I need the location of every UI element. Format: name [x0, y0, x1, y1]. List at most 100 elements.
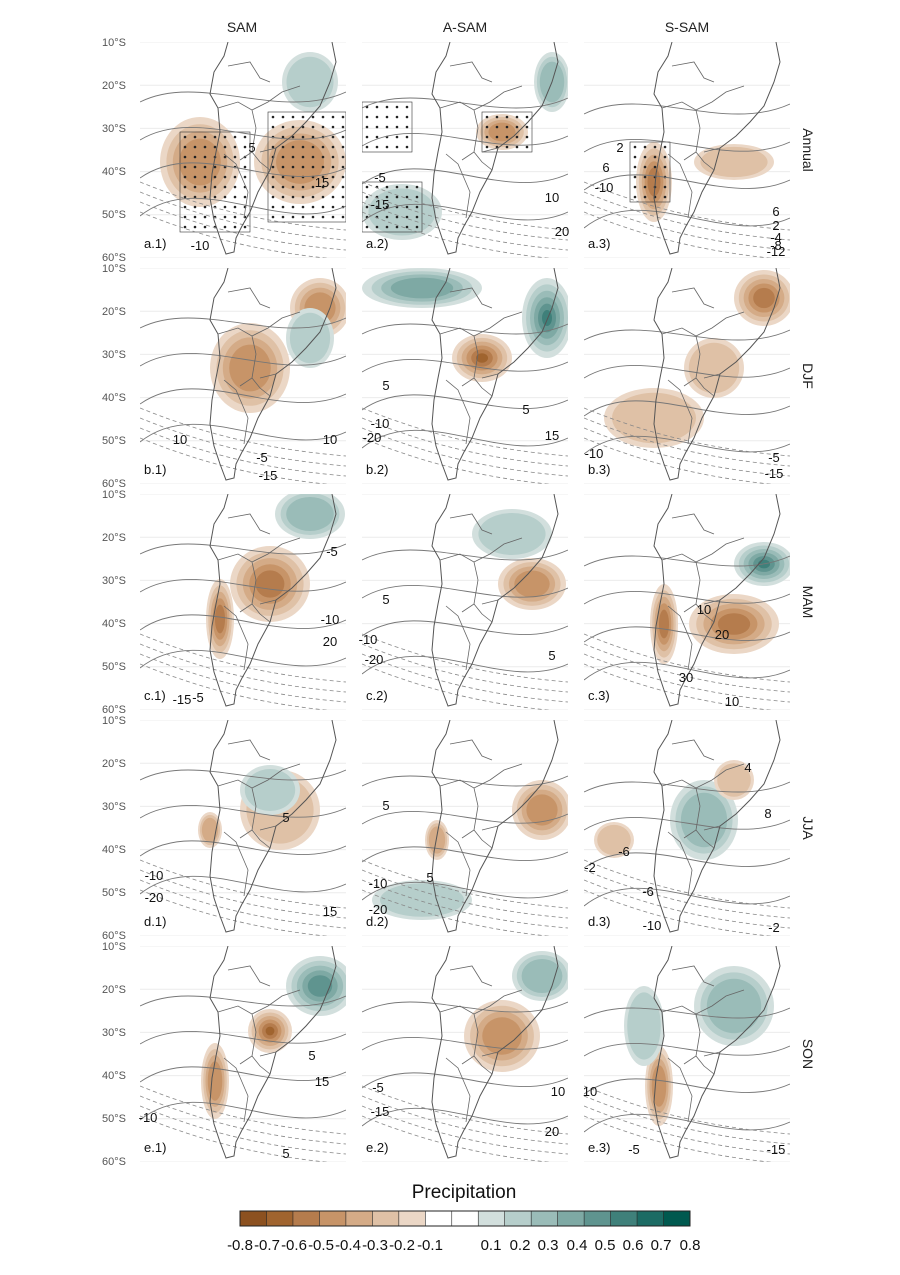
- contour-label: -4: [770, 230, 782, 245]
- significance-dot: [311, 125, 315, 129]
- country-border: [703, 147, 721, 153]
- positive-contour: [362, 549, 568, 561]
- country-border: [667, 379, 693, 445]
- significance-dot: [525, 125, 529, 129]
- significance-dot: [515, 115, 519, 119]
- country-border: [661, 327, 701, 355]
- significance-dot: [633, 165, 637, 169]
- positive-contour: [362, 585, 568, 599]
- significance-dot: [365, 145, 369, 149]
- significance-dot: [525, 135, 529, 139]
- contour-label: -10: [145, 868, 164, 883]
- map-content: [362, 268, 568, 484]
- lat-label: 20°S: [102, 80, 126, 92]
- country-border: [667, 605, 693, 671]
- legend-tick: 0.3: [538, 1237, 559, 1254]
- significance-dot: [415, 225, 419, 229]
- country-border: [227, 739, 271, 761]
- panel-label: b.3): [588, 462, 610, 477]
- contour-label: -5: [372, 1080, 384, 1095]
- negative-contour: [584, 427, 790, 477]
- lat-label: 60°S: [102, 1156, 126, 1168]
- legend-swatch: [451, 1211, 479, 1226]
- country-border: [251, 603, 271, 623]
- positive-contour: [584, 1007, 790, 1019]
- contour-label: -10: [371, 416, 390, 431]
- contour-label: -10: [139, 1110, 158, 1125]
- positive-contour: [140, 423, 346, 443]
- significance-dot: [271, 125, 275, 129]
- legend-swatch: [504, 1211, 532, 1226]
- significance-dot: [311, 185, 315, 189]
- contour-label: -15: [765, 466, 784, 481]
- country-border: [223, 153, 249, 219]
- dry-anomaly-area: [526, 794, 558, 826]
- row-title-annual: Annual: [800, 128, 816, 172]
- dry-anomaly-area: [179, 138, 221, 186]
- country-border: [481, 1051, 499, 1057]
- positive-contour: [140, 875, 346, 895]
- negative-contour: [140, 1095, 346, 1145]
- significance-dot: [341, 215, 345, 219]
- significance-dot: [193, 195, 197, 199]
- negative-contour: [362, 407, 568, 457]
- negative-contour: [362, 1085, 568, 1135]
- significance-dot: [183, 215, 187, 219]
- panel-label: b.1): [144, 462, 166, 477]
- country-border: [473, 829, 493, 849]
- legend-swatch: [319, 1211, 346, 1226]
- significance-dot: [385, 105, 389, 109]
- panel-label: e.2): [366, 1140, 388, 1155]
- country-border: [695, 151, 715, 171]
- contour-label: 5: [426, 870, 433, 885]
- significance-dot: [291, 185, 295, 189]
- negative-contour: [362, 201, 568, 251]
- significance-dot: [321, 115, 325, 119]
- contour-label: -5: [326, 544, 338, 559]
- significance-dot: [243, 175, 247, 179]
- significance-dot: [485, 135, 489, 139]
- map-panel: 5 15 -10 a.1): [140, 42, 346, 258]
- contour-label: 10: [173, 432, 187, 447]
- contour-label: 10: [583, 1084, 597, 1099]
- lat-label: 30°S: [102, 575, 126, 587]
- dry-anomaly-area: [428, 826, 446, 854]
- contour-label: -12: [767, 244, 786, 259]
- panel-label: a.1): [144, 236, 166, 251]
- significance-dot: [301, 205, 305, 209]
- positive-contour: [362, 97, 568, 109]
- country-border: [667, 1057, 693, 1123]
- positive-contour: [140, 769, 346, 781]
- lat-axis-row-4: 10°S 20°S 30°S 40°S 50°S 60°S: [102, 715, 126, 942]
- significance-dot: [341, 155, 345, 159]
- contour-label: -15: [767, 1142, 786, 1157]
- country-border: [223, 1057, 249, 1123]
- country-border: [251, 151, 271, 171]
- positive-contour: [584, 209, 790, 229]
- negative-contour: [584, 1095, 790, 1145]
- country-border: [445, 831, 471, 897]
- negative-contour: [584, 417, 790, 467]
- significance-dot: [311, 165, 315, 169]
- negative-contour: [584, 869, 790, 919]
- country-border: [473, 377, 493, 397]
- significance-dot: [515, 125, 519, 129]
- significance-dot: [203, 155, 207, 159]
- dry-anomaly-area: [488, 122, 516, 142]
- country-border: [251, 537, 301, 563]
- significance-dot: [223, 195, 227, 199]
- significance-dot: [281, 205, 285, 209]
- country-border: [251, 311, 301, 337]
- country-border: [481, 599, 499, 605]
- significance-dot: [213, 135, 217, 139]
- panel-label: d.2): [366, 914, 388, 929]
- panel-label: e.3): [588, 1140, 610, 1155]
- positive-contour: [362, 323, 568, 335]
- significance-dot: [213, 195, 217, 199]
- country-border: [259, 147, 277, 153]
- positive-contour: [584, 887, 790, 907]
- negative-contour: [584, 407, 790, 457]
- significance-dot: [331, 115, 335, 119]
- negative-contour: [362, 1095, 568, 1145]
